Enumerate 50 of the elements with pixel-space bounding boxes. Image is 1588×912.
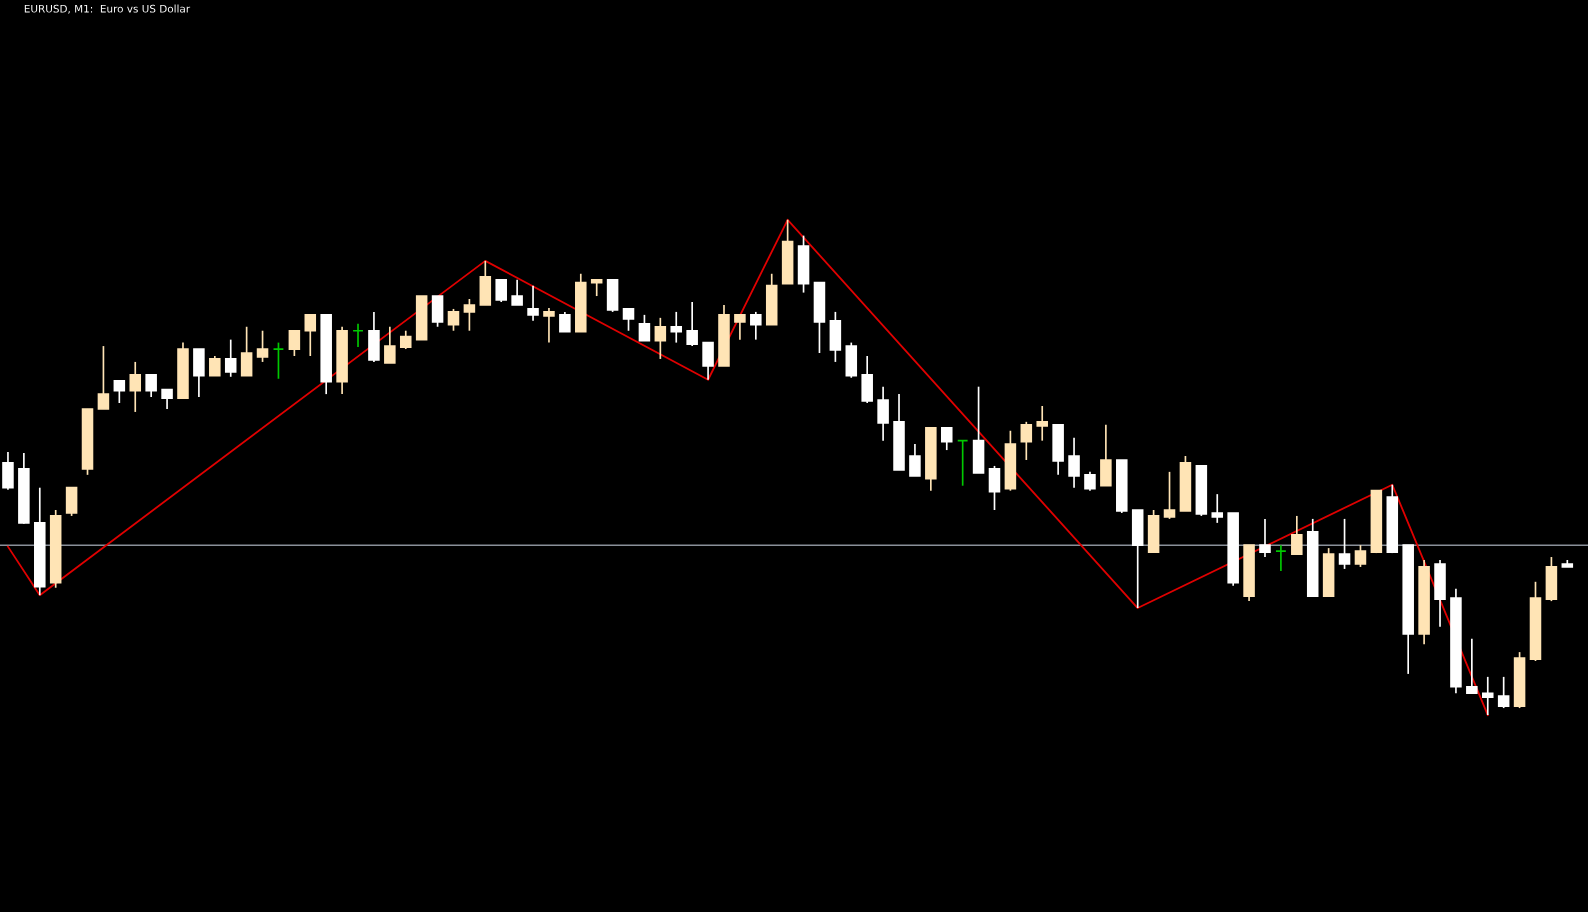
candlestick [877, 385, 889, 442]
candlestick [1036, 405, 1048, 442]
candlestick [1291, 515, 1303, 555]
candlestick [1084, 471, 1096, 492]
candlestick [1275, 544, 1287, 572]
candlestick [97, 345, 110, 410]
candlestick [447, 308, 460, 332]
candlestick [161, 388, 173, 410]
candlestick [304, 314, 317, 357]
candlestick [734, 314, 746, 341]
candlestick [909, 443, 921, 477]
candlestick [670, 311, 683, 344]
candlestick [384, 325, 396, 364]
candlestick [129, 361, 142, 413]
candlestick [288, 329, 301, 357]
candlestick [956, 439, 969, 487]
candlestick [1466, 637, 1478, 695]
candlestick [1259, 518, 1271, 558]
candlestick [240, 325, 253, 377]
candlestick [1497, 676, 1510, 709]
candlestick [940, 426, 953, 451]
candlestick [1211, 493, 1224, 524]
candlestick [543, 307, 555, 344]
candlestick [209, 355, 221, 377]
candlestick [654, 317, 667, 360]
candlestick [495, 278, 507, 303]
candlestick [1163, 471, 1176, 520]
candlestick [988, 465, 1001, 511]
chart-title: EURUSD, M1: Euro vs US Dollar [24, 4, 191, 14]
candlestick [559, 311, 571, 333]
candlestick [224, 338, 237, 378]
candlestick [272, 341, 285, 380]
candlestick [511, 278, 523, 306]
candlestick [638, 314, 651, 342]
candlestick [1020, 421, 1033, 461]
candlestick [1354, 544, 1367, 568]
candlestick [527, 284, 539, 322]
candlestick [1481, 676, 1494, 716]
candlestick [702, 341, 714, 381]
candlestick [622, 308, 635, 332]
candlestick [463, 298, 476, 332]
candlestick [1068, 436, 1080, 489]
candlestick [113, 379, 126, 404]
candlestick [145, 373, 157, 398]
candlestick [352, 322, 364, 348]
candlestick [1338, 518, 1351, 570]
candlestick [256, 329, 269, 363]
candlestick [750, 311, 762, 341]
candlestick [686, 301, 698, 347]
candlestick [399, 329, 412, 350]
